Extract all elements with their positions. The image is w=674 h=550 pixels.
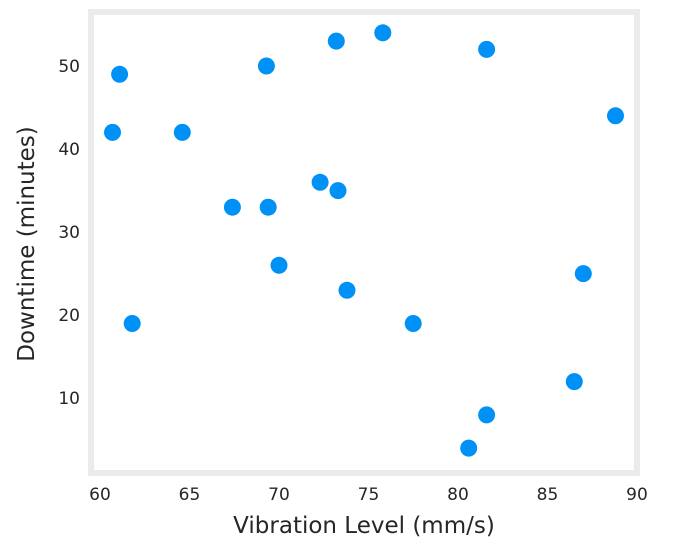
- data-point: [478, 40, 496, 58]
- x-tick-label: 70: [268, 485, 290, 505]
- plot-frame: [88, 9, 640, 476]
- x-tick-label: 75: [358, 485, 380, 505]
- x-tick-label: 80: [447, 485, 469, 505]
- y-tick-label: 50: [58, 57, 80, 77]
- data-point: [574, 265, 592, 283]
- data-point: [460, 439, 478, 457]
- y-tick-label: 30: [58, 223, 80, 243]
- data-point: [404, 315, 422, 332]
- data-point: [338, 281, 356, 299]
- data-point: [259, 198, 277, 216]
- data-point: [173, 123, 191, 141]
- data-point: [478, 406, 496, 424]
- y-tick-label: 40: [58, 140, 80, 160]
- data-point: [311, 173, 329, 191]
- y-tick-label: 20: [58, 306, 80, 326]
- data-point: [565, 373, 583, 391]
- data-point: [111, 65, 129, 83]
- data-point: [270, 256, 288, 274]
- data-point: [123, 315, 141, 332]
- x-tick-label: 90: [626, 485, 648, 505]
- x-axis-label: Vibration Level (mm/s): [233, 513, 495, 539]
- y-tick-label: 10: [58, 389, 80, 409]
- x-tick-label: 60: [89, 485, 111, 505]
- data-point: [223, 198, 241, 216]
- data-point: [104, 123, 121, 141]
- data-point: [329, 182, 347, 200]
- y-axis-label: Downtime (minutes): [14, 126, 40, 362]
- y-axis-ticks: 10 20 30 40 50: [58, 57, 80, 409]
- x-tick-label: 85: [537, 485, 559, 505]
- data-point: [374, 24, 392, 42]
- x-tick-label: 65: [179, 485, 201, 505]
- x-axis-ticks: 60 65 70 75 80 85 90: [89, 485, 648, 505]
- data-point: [327, 32, 345, 50]
- data-points: [104, 24, 624, 457]
- data-point: [257, 57, 275, 75]
- data-point: [607, 107, 624, 125]
